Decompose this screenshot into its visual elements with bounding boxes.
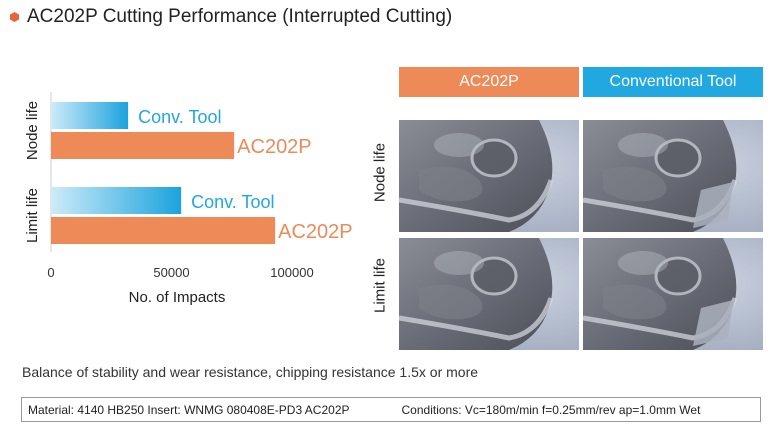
material-text: Material: 4140 HB250 Insert: WNMG 080408… bbox=[28, 402, 350, 417]
bar-ac202p-0 bbox=[51, 132, 235, 159]
x-tick-label-1: 50000 bbox=[153, 265, 189, 280]
photo-row-label-limit: Limit life bbox=[371, 258, 389, 314]
x-tick-label-0: 0 bbox=[47, 265, 54, 280]
group-label-0: Node life bbox=[24, 101, 41, 160]
bar-label-ac202p-1: AC202P bbox=[278, 221, 353, 243]
page-title-text: AC202P Cutting Performance (Interrupted … bbox=[27, 6, 453, 27]
summary-text: Balance of stability and wear resistance… bbox=[22, 364, 479, 380]
bar-conv-1 bbox=[51, 187, 182, 214]
photo-ac202p-node bbox=[399, 120, 579, 232]
photo-header-conventional: Conventional Tool bbox=[583, 67, 763, 97]
photo-ac202p-limit bbox=[399, 238, 579, 350]
group-label-1: Limit life bbox=[24, 188, 41, 243]
x-axis-label: No. of Impacts bbox=[129, 289, 226, 306]
bar-conv-0 bbox=[51, 102, 129, 129]
x-tick-label-2: 100000 bbox=[270, 265, 313, 280]
conditions-box: Material: 4140 HB250 Insert: WNMG 080408… bbox=[21, 397, 761, 422]
photo-conv-limit bbox=[583, 238, 763, 350]
page-title: AC202P Cutting Performance (Interrupted … bbox=[10, 6, 452, 28]
cutting-conditions-text: Conditions: Vc=180m/min f=0.25mm/rev ap=… bbox=[401, 402, 701, 417]
photo-conv-node bbox=[583, 120, 763, 232]
bar-label-conv-0: Conv. Tool bbox=[138, 107, 221, 127]
bar-label-conv-1: Conv. Tool bbox=[191, 192, 274, 212]
photo-header-ac202p: AC202P bbox=[399, 67, 579, 97]
bar-ac202p-1 bbox=[51, 217, 276, 244]
bar-label-ac202p-0: AC202P bbox=[237, 136, 312, 158]
bullet-icon bbox=[10, 12, 19, 22]
photo-row-label-node: Node life bbox=[371, 142, 389, 203]
